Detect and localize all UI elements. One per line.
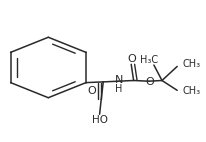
Text: O: O: [128, 54, 136, 64]
Text: O: O: [145, 77, 154, 87]
Text: CH₃: CH₃: [183, 86, 201, 96]
Text: CH₃: CH₃: [183, 59, 201, 69]
Text: H: H: [115, 84, 123, 94]
Text: O: O: [88, 86, 96, 96]
Text: HO: HO: [92, 115, 108, 125]
Text: N: N: [115, 76, 123, 85]
Text: H₃C: H₃C: [140, 55, 158, 65]
